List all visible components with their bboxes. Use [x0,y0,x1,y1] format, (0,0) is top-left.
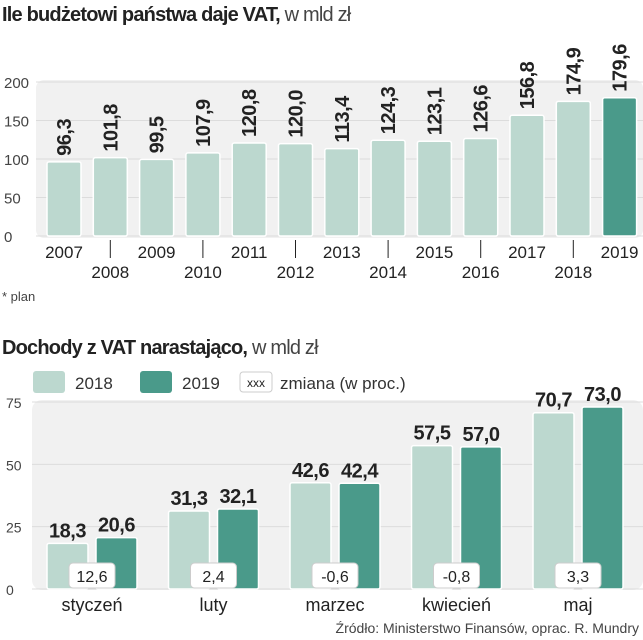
chart1-ytick: 0 [4,229,12,246]
chart1-value-label: 99,5 [147,116,169,153]
chart1-value-label: 120,0 [286,90,308,138]
chart1-title: Ile budżetowi państwa daje VAT, w mld zł [2,4,352,27]
chart1-xtick: 2016 [462,263,500,282]
chart2-ytick: 75 [6,395,22,411]
chart1-value-label: 174,9 [563,47,585,95]
chart1-value-label: 107,9 [193,99,215,147]
chart1-xtick: 2019 [601,243,639,262]
chart1-value-label: 113,4 [332,95,354,143]
chart1-bar [185,152,221,237]
chart2-change-label: -0,8 [443,569,471,586]
chart2-change-box [190,562,237,589]
chart1-title-text: Ile budżetowi państwa daje VAT, [2,4,281,26]
chart2-xtick: kwiecień [422,595,491,615]
chart1-bar [601,96,638,237]
chart2-unit: w mld zł [251,337,319,359]
chart2-ytick: 50 [6,457,22,473]
chart1-value-label: 126,6 [471,85,493,133]
legend-change-box [239,371,273,393]
chart1-value-label: 101,8 [100,104,122,152]
legend-label-2018: 2018 [75,374,113,393]
chart1-bar [509,114,545,237]
chart1-ytick: 50 [4,191,21,208]
chart1-xtick: 2010 [184,263,222,282]
chart1-xtick: 2009 [138,243,176,262]
chart1-bar [277,142,314,237]
chart1-xtick: 2018 [554,263,592,282]
legend-change-placeholder: xxx [247,376,265,390]
chart2-change-box [311,562,359,589]
chart2-xtick: maj [563,595,592,615]
chart2-change-label: 12,6 [76,569,107,586]
chart2-value-label: 31,3 [171,488,208,510]
chart2-change-label: -0,6 [321,569,349,586]
chart1-bar [370,139,406,237]
chart1-xtick: 2007 [45,243,83,262]
chart2-value-label: 18,3 [49,520,86,542]
legend-swatch-2018 [33,371,65,393]
chart2-value-label: 57,5 [414,423,451,445]
chart2-value-label: 73,0 [584,384,621,406]
chart1-xtick: 2013 [323,243,361,262]
chart1-value-label: 96,3 [54,119,76,156]
chart2-change-box [433,562,480,589]
chart1-bar [555,100,592,237]
chart2-change-label: 3,3 [567,569,589,586]
chart2-bar-2018 [289,482,332,590]
legend-change-label: zmiana (w proc.) [280,374,406,393]
chart1-xtick: 2011 [231,243,268,262]
chart1-value-label: 179,6 [610,44,632,92]
chart1-ytick: 150 [4,114,29,131]
chart1-xtick: 2017 [508,243,546,262]
legend-swatch-2019 [140,371,172,393]
chart2-change-box [554,562,602,589]
chart1-bar [231,142,267,237]
chart1-bar [138,158,175,237]
chart1-unit: w mld zł [284,4,352,26]
legend-label-2019: 2019 [182,374,220,393]
chart2-bar-2018 [410,444,454,590]
chart1-value-label: 156,8 [517,61,539,109]
source: Źródło: Ministerstwo Finansów, oprac. R.… [335,620,639,636]
chart2-bar-2018 [532,411,575,590]
chart2-value-label: 42,6 [292,460,329,482]
chart2-xtick: marzec [305,595,364,615]
chart1-xtick: 2015 [415,243,453,262]
chart1-xtick: 2014 [369,263,407,282]
chart2-value-label: 57,0 [463,424,500,446]
chart2-value-label: 32,1 [220,486,257,508]
chart2-ytick: 0 [6,582,14,598]
chart2-xtick: styczeń [61,595,122,615]
chart2-xtick: luty [199,595,227,615]
chart1-bar [46,161,82,237]
chart2-ytick: 25 [6,520,22,536]
chart1-bar [324,147,360,237]
chart1-value-label: 124,3 [378,86,400,134]
chart2-title-text: Dochody z VAT narastająco, [2,337,248,359]
chart1-bar [462,137,499,237]
chart1-value-label: 123,1 [424,87,446,135]
footnote: * plan [2,289,36,304]
chart1-ytick: 200 [4,75,29,92]
chart2-bar-2019 [459,446,503,590]
chart1-ytick: 100 [4,152,29,169]
chart1-xtick: 2008 [91,263,129,282]
chart2-title: Dochody z VAT narastająco, w mld zł [2,337,319,360]
chart1-bar [92,156,129,237]
chart2-bar-2019 [581,406,624,590]
chart1-xtick: 2012 [277,263,315,282]
chart2-change-label: 2,4 [202,569,224,586]
chart2-change-box [68,562,116,589]
chart2-value-label: 20,6 [98,515,135,537]
chart1-bar [416,140,453,237]
chart2-value-label: 42,4 [341,460,379,482]
chart2-value-label: 70,7 [535,390,572,412]
chart1-value-label: 120,8 [239,89,261,137]
